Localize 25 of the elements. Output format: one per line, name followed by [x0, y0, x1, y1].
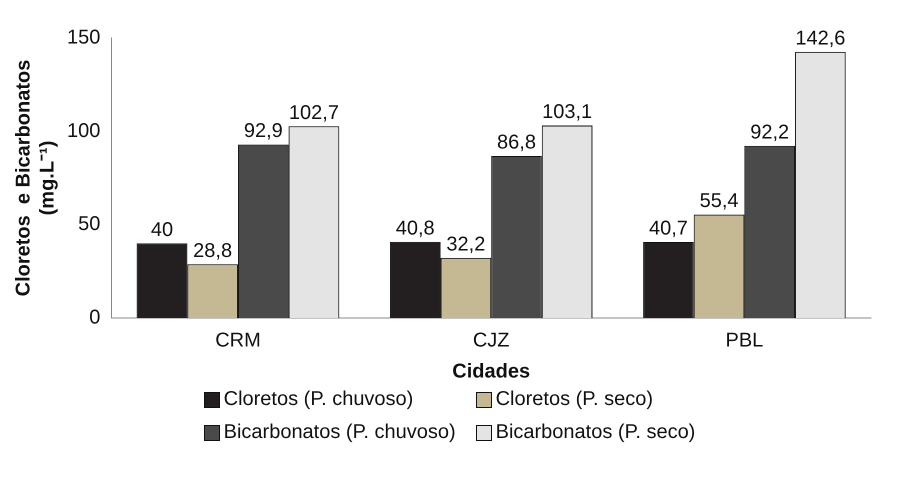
data-label: 142,6: [795, 27, 846, 50]
x-tick-label: CRM: [215, 330, 261, 352]
x-tick-label: CJZ: [472, 330, 510, 352]
y-tick-label: 0: [89, 306, 100, 329]
y-axis-title: Cloretos e Bicarbonatos (mg.L⁻¹): [12, 60, 59, 296]
y-tick-label: 150: [66, 26, 100, 49]
data-label: 40: [150, 218, 174, 241]
data-label: 92,9: [244, 120, 283, 142]
data-label: 102,7: [288, 102, 339, 124]
data-label: 55,4: [700, 190, 739, 212]
data-label: 103,1: [542, 101, 592, 124]
data-label: 28,8: [193, 240, 232, 262]
y-tick-label: 100: [66, 120, 100, 142]
y-tick-label: 50: [78, 213, 100, 236]
legend-label: Bicarbonatos (P. seco): [496, 421, 696, 444]
legend-label: Bicarbonatos (P. chuvoso): [224, 421, 456, 444]
data-label: 86,8: [497, 131, 536, 154]
legend-label: Cloretos (P. seco): [496, 388, 654, 411]
data-label: 32,2: [446, 233, 486, 256]
x-axis-title: Cidades: [452, 360, 530, 383]
legend-label: Cloretos (P. chuvoso): [224, 388, 414, 411]
data-label: 40,8: [396, 217, 435, 240]
data-label: 92,2: [750, 121, 790, 144]
x-tick-label: PBL: [725, 330, 764, 352]
data-label: 40,7: [648, 218, 688, 240]
